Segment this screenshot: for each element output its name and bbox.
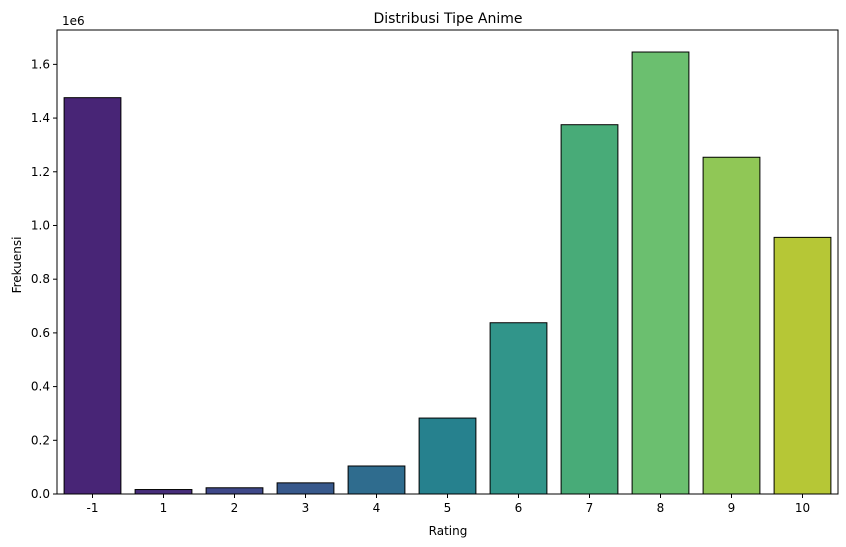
x-tick-label: 10 bbox=[795, 501, 810, 515]
bar-3 bbox=[276, 482, 335, 495]
x-tick-label: 8 bbox=[657, 501, 665, 515]
x-tick-label: 7 bbox=[586, 501, 594, 515]
x-tick-label: 5 bbox=[444, 501, 452, 515]
x-tick-label: 4 bbox=[373, 501, 381, 515]
x-tick-label: 6 bbox=[515, 501, 523, 515]
bar-8 bbox=[631, 51, 690, 495]
x-axis: -1 1 2 3 4 5 6 7 8 9 10 bbox=[87, 494, 810, 515]
plot-frame bbox=[56, 29, 839, 495]
bar--1 bbox=[63, 97, 122, 495]
y-tick-label: 1.2 bbox=[31, 165, 50, 179]
bar-2 bbox=[205, 487, 264, 495]
bar-1 bbox=[134, 489, 193, 495]
x-axis-title: Rating bbox=[429, 524, 468, 538]
bar-9 bbox=[702, 156, 761, 495]
chart-title: Distribusi Tipe Anime bbox=[373, 11, 522, 27]
bar-7 bbox=[560, 124, 619, 495]
y-axis-title: Frekuensi bbox=[10, 237, 24, 294]
y-offset-label: 1e6 bbox=[62, 14, 85, 28]
bar-6 bbox=[489, 322, 548, 495]
x-tick-label: 1 bbox=[160, 501, 168, 515]
x-tick-label: 9 bbox=[728, 501, 736, 515]
y-tick-label: 0.6 bbox=[31, 326, 50, 340]
y-tick-label: 1.4 bbox=[31, 111, 50, 125]
y-tick-label: 0.8 bbox=[31, 272, 50, 286]
x-tick-label: -1 bbox=[87, 501, 99, 515]
y-tick-label: 1.0 bbox=[31, 218, 50, 232]
y-axis: 0.0 0.2 0.4 0.6 0.8 1.0 1.2 1.4 1.6 bbox=[31, 57, 57, 501]
y-tick-label: 0.4 bbox=[31, 380, 50, 394]
bar-5 bbox=[418, 417, 477, 495]
x-tick-label: 3 bbox=[302, 501, 310, 515]
bar-10 bbox=[773, 236, 832, 495]
bar-4 bbox=[347, 465, 406, 495]
x-tick-label: 2 bbox=[231, 501, 239, 515]
bars-group bbox=[63, 51, 832, 495]
y-tick-label: 0.0 bbox=[31, 487, 50, 501]
y-tick-label: 1.6 bbox=[31, 57, 50, 71]
y-tick-label: 0.2 bbox=[31, 433, 50, 447]
